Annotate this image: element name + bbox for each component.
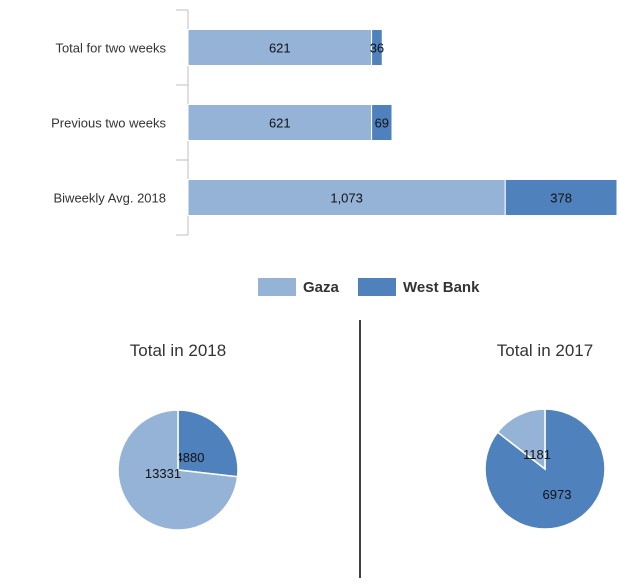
bar-data-label: 621: [269, 116, 291, 131]
bar-gaza: [187, 104, 373, 141]
category-label: Total for two weeks: [55, 41, 166, 56]
bar-data-label: 378: [550, 191, 572, 206]
legend-label-gaza: Gaza: [303, 279, 340, 296]
bar-data-label: 36: [370, 41, 384, 56]
pie-title: Total in 2018: [130, 341, 226, 360]
bar-gaza: [187, 29, 373, 66]
pie-data-label: 6973: [543, 487, 572, 502]
pie-slice-gaza: [496, 408, 546, 471]
legend-swatch-gaza: [258, 278, 296, 296]
pie-data-label: 1181: [523, 447, 551, 462]
bar-data-label: 69: [375, 116, 389, 131]
pie-title: Total in 2017: [497, 341, 593, 360]
bar-west-bank: [371, 104, 393, 141]
bar-west-bank: [371, 29, 383, 66]
bar-data-label: 1,073: [330, 191, 363, 206]
pie-data-label: 4880: [176, 450, 205, 465]
pie-slice-west-bank: [177, 409, 239, 478]
category-label: Biweekly Avg. 2018: [54, 191, 167, 206]
legend-swatch-west-bank: [358, 278, 396, 296]
bar-west-bank: [504, 179, 618, 216]
pie-slice-gaza: [117, 409, 239, 531]
category-label: Previous two weeks: [51, 116, 166, 131]
bar-data-label: 621: [269, 41, 291, 56]
pie-data-label: 13331: [145, 466, 181, 481]
legend-label-west-bank: West Bank: [403, 279, 480, 296]
